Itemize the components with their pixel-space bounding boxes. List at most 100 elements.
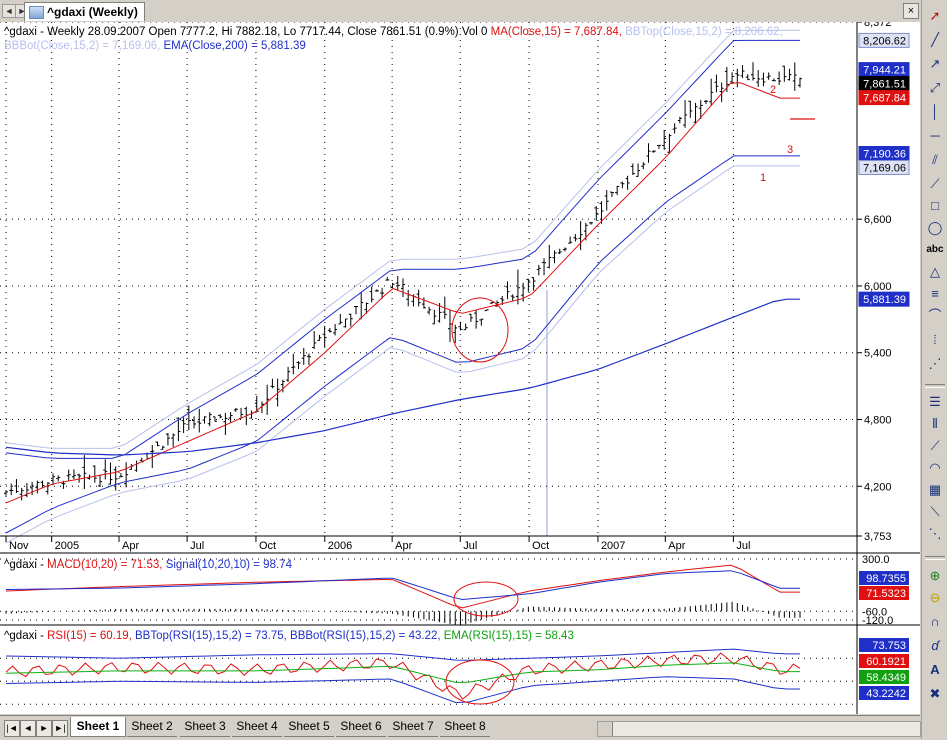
document-tab[interactable]: ^gdaxi (Weekly) [24,2,145,21]
rsi-value-box [859,654,909,668]
close-window-button[interactable]: × [903,3,919,19]
fibonacci-icon[interactable]: ≡ [931,286,939,301]
rectangle-icon[interactable]: □ [931,198,939,213]
channel-icon[interactable]: ⟋ [930,176,940,191]
x-axis-label: Jul [463,540,477,552]
parallel-lines-icon[interactable]: ⫽ [932,152,938,167]
document-tab-bar: ◄ ► ^gdaxi (Weekly) × [0,0,920,23]
indicator-lines [5,39,801,704]
x-axis-label: Apr [122,540,139,552]
price-value-box [858,291,910,307]
bb-light-lines [5,29,800,544]
text-tool-icon[interactable]: abc [926,244,944,255]
first-sheet-button[interactable]: |◄ [4,720,20,737]
rsi-legend: ^gdaxi - RSI(15) = 60.19, BBTop(RSI(15),… [4,630,574,642]
pointer-icon[interactable]: ➚ [929,8,941,23]
wave-label-1: 1 [760,172,766,184]
rsi-value-box [859,670,909,684]
zoom-in-icon[interactable]: ⊕ [929,568,941,583]
x-axis-label: Oct [259,540,276,552]
bold-text-icon[interactable]: A [930,662,940,677]
annotation-circle-macd[interactable] [453,581,519,617]
sheet-tab-bar: |◄ ◄ ► ►| Sheet 1 Sheet 2 Sheet 3 Sheet … [0,715,921,740]
macd-legend: ^gdaxi - MACD(10,20) = 71.53, Signal(10,… [4,559,293,571]
horizontal-scrollbar[interactable] [597,721,921,737]
line-tool-icon[interactable]: ╱ [931,32,939,47]
sheet-tab-4[interactable]: Sheet 4 [232,717,282,737]
bb-bottom-line [5,155,800,534]
sheet-tab-3[interactable]: Sheet 3 [180,717,230,737]
rsi-ema-line [5,662,800,684]
prev-sheet-button[interactable]: ◄ [20,720,36,737]
macd-value-box-label: 98.7355 [866,573,906,585]
vertical-line-icon[interactable]: │ [930,104,940,119]
sheet-tab-1[interactable]: Sheet 1 [70,717,126,737]
properties-icon[interactable]: ɗ [931,638,939,653]
gann-icon[interactable]: ⋰ [928,356,942,371]
x-axis-label: 2005 [55,540,79,552]
x-axis-label: Oct [532,540,549,552]
ema-line [5,298,800,456]
fib-retracement-icon[interactable]: ☰ [929,394,941,409]
sheet-tab-7[interactable]: Sheet 7 [388,717,438,737]
horizontal-line-icon[interactable]: ─ [930,128,940,143]
zoom-out-icon[interactable]: ⊖ [929,590,941,605]
price-axis-tick-label: 5,400 [864,348,892,360]
wave-label-3: 3 [787,144,793,156]
cycle-lines-icon[interactable]: ⦙ [933,332,937,347]
price-axis-tick-label: 3,753 [864,531,892,543]
ellipse-icon[interactable]: ◯ [927,220,943,235]
rsi-value-box-label: 60.1921 [866,656,906,668]
chart-canvas[interactable]: ^gdaxi - Weekly 28.09.2007 Open 7777.2, … [0,17,920,714]
macd-value-box [859,586,909,600]
rsi-line [5,652,801,700]
rsi-value-box-label: 43.2242 [866,688,906,700]
drawing-toolbar: ➚ ╱ ↗ ⤢ │ ─ ⫽ ⟋ □ ◯ abc △ ≡ ⌒ ⦙ ⋰ ☰ ⦀ ⟋ … [921,0,947,739]
triangle-icon[interactable]: △ [930,264,940,279]
annotation-circle-rsi[interactable] [445,659,515,705]
arc-icon[interactable]: ⌒ [928,308,942,323]
price-value-box [858,32,910,48]
scrollbar-thumb[interactable] [598,722,613,736]
sheet-tab-2[interactable]: Sheet 2 [127,717,177,737]
document-tab-title: ^gdaxi (Weekly) [47,5,138,19]
signal-line [5,570,800,601]
ma-line [5,82,800,504]
chart-area[interactable]: ^gdaxi - Weekly 28.09.2007 Open 7777.2, … [0,17,920,714]
macd-axis-tick-label: -60.0 [862,606,887,618]
price-axis-tick-label: 4,200 [864,481,892,493]
regression-icon[interactable]: ⟍ [930,504,940,519]
sheet-tab-8[interactable]: Sheet 8 [440,717,490,737]
sheet-tab-5[interactable]: Sheet 5 [284,717,334,737]
value-boxes: 8,206.62 7,944.21 7,861.51 7,687.84 7,190.36… [858,32,910,700]
tab-prev-button[interactable]: ◄ [2,4,16,18]
toolbar-separator [925,384,945,388]
x-axis-label: Jul [736,540,750,552]
x-axis: Nov 2005 Apr Jul Oct 2006 Apr Jul Oct 2007 Apr Jul [0,535,857,552]
magnet-icon[interactable]: ∩ [930,614,940,629]
extended-line-icon[interactable]: ⤢ [929,80,941,95]
rsi-value-box-label: 58.4349 [866,672,906,684]
price-bars [4,62,802,626]
price-value-box-label: 7,190.36 [863,148,906,160]
macd-value-box [859,571,909,585]
delete-drawing-icon[interactable]: ✖ [929,686,941,701]
price-value-box-label: 8,206.62 [863,35,906,47]
macd-axis-tick-label: 300.0 [862,554,890,566]
x-axis-label: 2007 [601,540,625,552]
annotation-circle-price[interactable] [451,297,509,363]
speed-lines-icon[interactable]: ⋱ [928,526,942,541]
ray-tool-icon[interactable]: ↗ [929,56,941,71]
sheet-tab-6[interactable]: Sheet 6 [336,717,386,737]
y-axis: 8,372 6,600 6,000 5,400 4,800 4,200 3,753 300.0… [857,17,893,627]
grid-tool-icon[interactable]: ▦ [928,482,942,497]
last-sheet-button[interactable]: ►| [52,720,68,737]
fib-arcs-icon[interactable]: ◠ [929,460,941,475]
next-sheet-button[interactable]: ► [36,720,52,737]
fib-fan-icon[interactable]: ⟋ [930,438,940,453]
price-legend-line1: ^gdaxi - Weekly 28.09.2007 Open 7777.2, … [4,26,783,38]
grid-lines [0,21,857,705]
fib-timezones-icon[interactable]: ⦀ [932,416,938,431]
price-value-box-label: 5,881.39 [863,294,906,306]
